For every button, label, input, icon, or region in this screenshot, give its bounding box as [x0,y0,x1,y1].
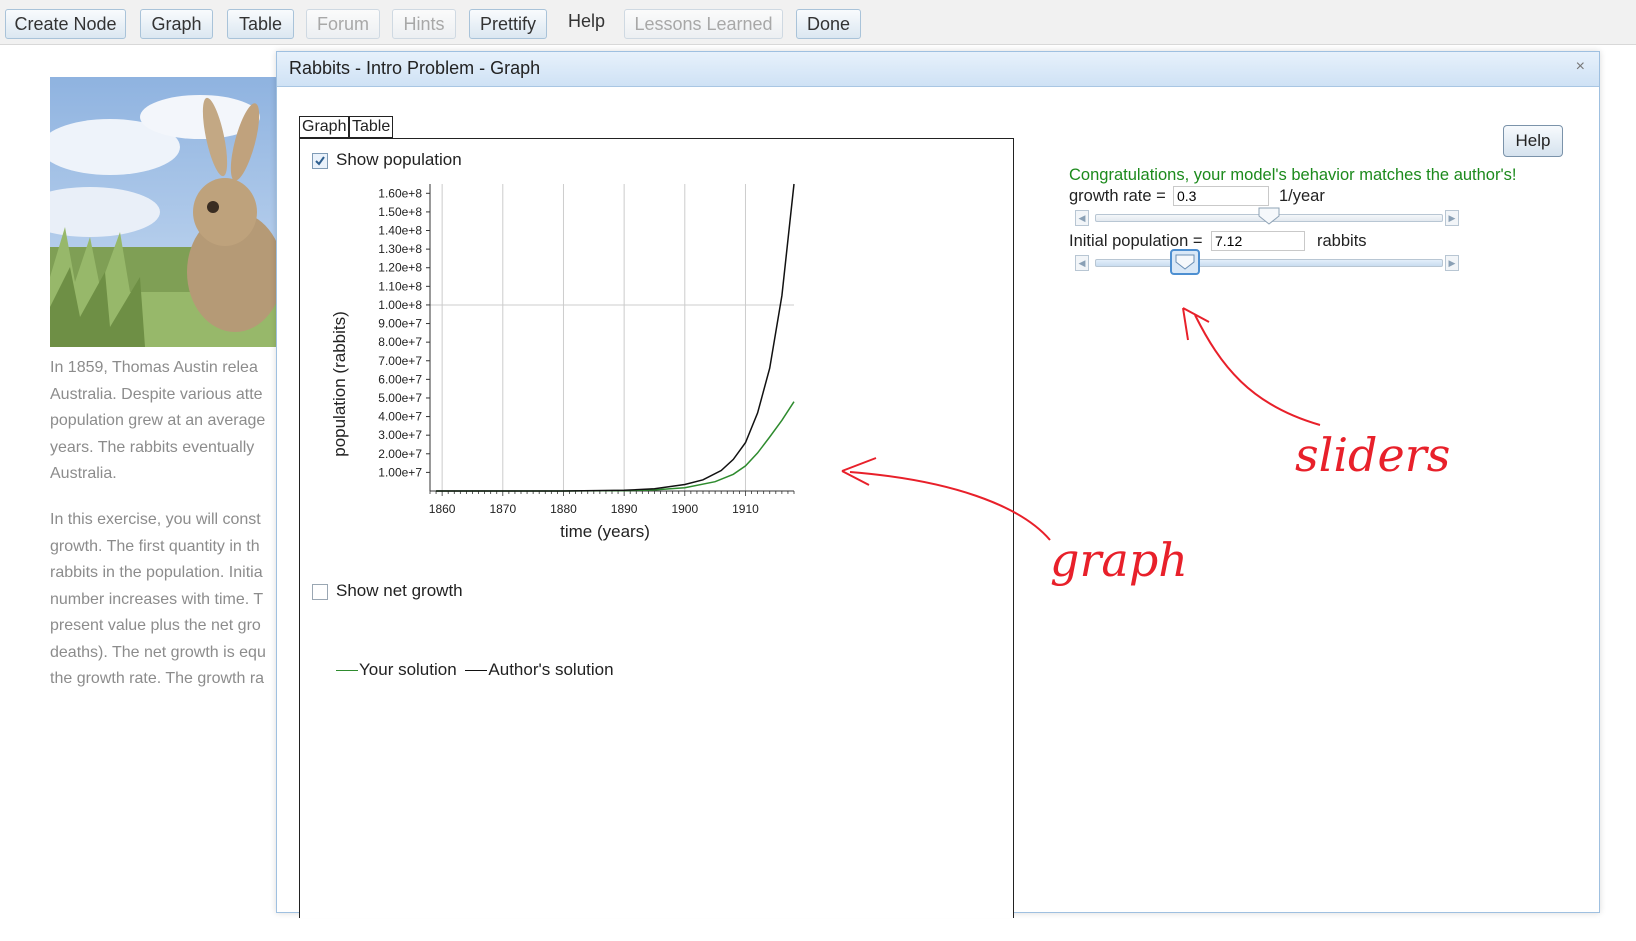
y-tick-label: 7.00e+7 [378,354,422,368]
create-node-button[interactable]: Create Node [5,9,126,39]
initial-population-input[interactable] [1211,231,1305,251]
check-icon [315,156,325,166]
forum-button[interactable]: Forum [306,9,380,39]
y-axis-label: population (rabbits) [330,311,349,457]
problem-text-line: rabbits in the population. Initia [50,564,263,581]
graph-button[interactable]: Graph [140,9,213,39]
initial-population-slider-thumb[interactable] [1170,249,1201,280]
show-net-growth-checkbox[interactable] [312,584,328,600]
problem-text-line: number increases with time. T [50,590,264,608]
y-tick-label: 1.40e+8 [378,224,422,238]
y-tick-label: 1.00e+8 [378,298,422,312]
y-tick-label: 3.00e+7 [378,428,422,442]
author-solution-swatch [465,670,488,672]
y-tick-label: 1.60e+8 [378,186,422,200]
y-tick-label: 1.50e+8 [378,205,422,219]
toolbar: Create Node Graph Table Forum Hints Pret… [0,0,1636,45]
problem-text-line: present value plus the net gro [50,617,261,634]
done-button[interactable]: Done [796,9,861,39]
show-population-checkbox[interactable] [312,153,328,169]
tab-table[interactable]: Table [349,116,394,138]
tab-graph[interactable]: Graph [299,116,350,138]
growth-rate-label: growth rate = [1069,187,1166,205]
rabbit-photo [50,77,280,347]
initial-population-slider[interactable] [1095,259,1443,267]
growth-rate-unit: 1/year [1279,187,1325,205]
y-tick-label: 2.00e+7 [378,447,422,461]
problem-text-line: the growth rate. The growth ra [50,670,265,687]
problem-text-line: years. The rabbits eventually [50,438,255,456]
growth-rate-input[interactable] [1173,186,1269,206]
dialog-title-bar[interactable]: Rabbits - Intro Problem - Graph × [277,52,1599,87]
close-icon[interactable]: × [1575,58,1585,75]
show-population-label: Show population [336,150,462,169]
table-button[interactable]: Table [227,9,294,39]
help-menu[interactable]: Help [568,11,606,31]
y-tick-label: 5.00e+7 [378,391,422,405]
your-solution-swatch [336,670,358,672]
your-solution-line [436,401,795,492]
problem-text-paragraph-2: In this exercise, you will const growth.… [50,507,280,693]
problem-text-line: population grew at an average [50,412,266,429]
show-net-growth-label: Show net growth [336,581,463,600]
problem-text-line: In 1859, Thomas Austin relea [50,359,258,376]
x-tick-label: 1900 [671,502,698,516]
y-tick-label: 6.00e+7 [378,372,422,386]
x-tick-label: 1870 [489,502,516,516]
legend-your-solution: Your solution [359,660,457,679]
success-message: Congratulations, your model's behavior m… [1069,166,1517,184]
initial-population-label: Initial population = [1069,232,1203,250]
x-tick-label: 1880 [550,502,577,516]
initial-population-decrease-icon[interactable]: ◀ [1075,255,1089,271]
problem-text-line: growth. The first quantity in th [50,537,260,555]
y-tick-label: 9.00e+7 [378,317,422,331]
problem-text-paragraph-1: In 1859, Thomas Austin relea Australia. … [50,355,280,488]
graph-dialog: Rabbits - Intro Problem - Graph × Graph … [276,51,1600,918]
help-button[interactable]: Help [1503,125,1563,157]
problem-text-line: Australia. Despite various atte [50,385,263,403]
y-tick-label: 8.00e+7 [378,335,422,349]
initial-population-increase-icon[interactable]: ▶ [1445,255,1459,271]
graph-annotation: graph [1050,533,1188,587]
y-tick-label: 1.30e+8 [378,242,422,256]
y-tick-label: 1.10e+8 [378,279,422,293]
sliders-annotation: sliders [1295,428,1451,482]
growth-rate-increase-icon[interactable]: ▶ [1445,210,1459,226]
problem-text-line: In this exercise, you will const [50,511,261,528]
x-tick-label: 1860 [429,502,456,516]
author-solution-line [436,183,795,492]
y-tick-label: 1.20e+8 [378,261,422,275]
graph-panel: Show population 1.00e+7 2.00e+7 3.00e+7 4.0… [299,138,1014,918]
prettify-button[interactable]: Prettify [469,9,547,39]
growth-rate-slider-thumb[interactable] [1258,207,1280,230]
problem-text-line: deaths). The net growth is equ [50,643,266,661]
chart-legend: Your solution Author's solution [336,660,614,680]
y-tick-label: 1.00e+7 [378,465,422,479]
x-tick-label: 1910 [732,502,759,516]
dialog-title: Rabbits - Intro Problem - Graph [289,58,541,78]
initial-population-unit: rabbits [1317,232,1367,250]
population-chart: 1.00e+7 2.00e+7 3.00e+7 4.00e+7 5.00e+7 6.00e… [330,183,795,541]
y-tick-label: 4.00e+7 [378,410,422,424]
lessons-learned-button[interactable]: Lessons Learned [624,9,783,39]
problem-text-line: Australia. [50,465,117,482]
legend-author-solution: Author's solution [488,660,614,679]
x-axis-label: time (years) [560,522,650,541]
hints-button[interactable]: Hints [392,9,456,39]
x-tick-label: 1890 [611,502,638,516]
growth-rate-decrease-icon[interactable]: ◀ [1075,210,1089,226]
